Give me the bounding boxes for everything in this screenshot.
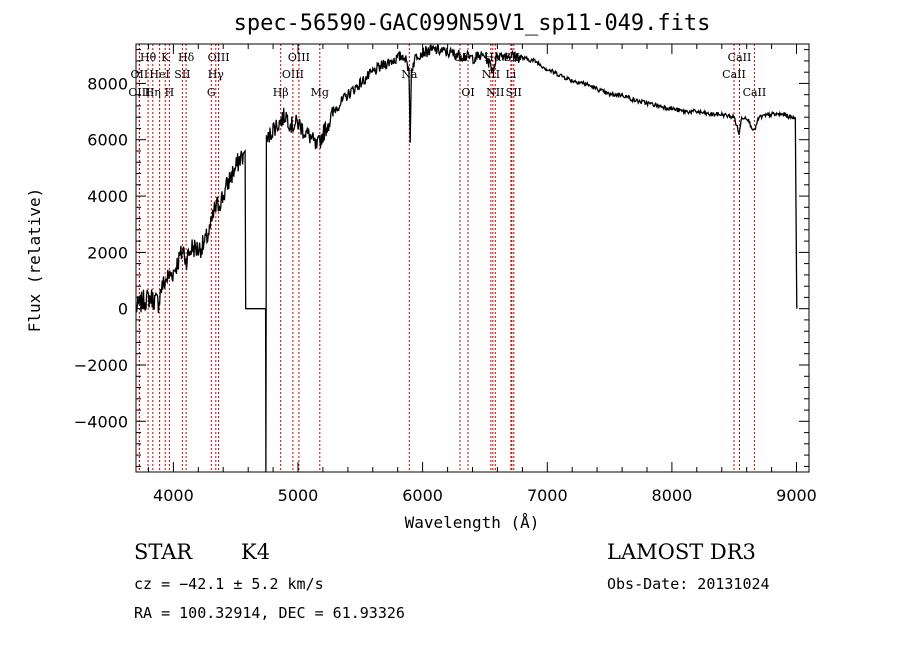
flux-series-line — [135, 43, 798, 473]
observation-date: Obs-Date: 20131024 — [607, 575, 770, 593]
spectral-line-label: Hβ — [273, 86, 289, 99]
y-tick-label: 0 — [118, 300, 128, 319]
object-subclass: K4 — [241, 540, 271, 564]
survey-name: LAMOST DR3 — [607, 540, 756, 564]
coordinates: RA = 100.32914, DEC = 61.93326 — [134, 604, 405, 622]
spectral-line-label: OII — [131, 68, 149, 81]
redshift-velocity: cz = −42.1 ± 5.2 km/s — [134, 575, 324, 593]
y-tick-label: 8000 — [87, 74, 128, 93]
spectral-line-label: H — [165, 86, 175, 99]
spectral-line-label: SII — [506, 86, 522, 99]
spectral-line-label: Mg — [311, 86, 329, 99]
spectral-line-label: Hη — [145, 86, 161, 99]
x-tick-label: 6000 — [402, 486, 443, 505]
spectral-line-label: OIII — [208, 51, 230, 64]
spectral-line-label: OI — [453, 51, 466, 64]
chart-title: spec-56590-GAC099N59V1_sp11-049.fits — [234, 11, 711, 36]
y-tick-label: 6000 — [87, 131, 128, 150]
x-axis-label: Wavelength (Å) — [405, 513, 540, 532]
spectral-line-label: OI — [461, 86, 474, 99]
spectral-line-label: Hδ — [178, 51, 195, 64]
y-axis: −4000 −2000 0 2000 4000 6000 8000 — [74, 49, 809, 467]
x-tick-label: 4000 — [153, 486, 194, 505]
spectral-line-label: Hγ — [208, 68, 225, 81]
object-class: STAR — [134, 540, 193, 564]
spectral-line-label: OIII — [128, 86, 150, 99]
x-tick-label: 5000 — [278, 486, 319, 505]
spectral-line-label: Hθ — [140, 51, 157, 64]
spectral-line-label: SII — [174, 68, 190, 81]
spectral-line-label: Na — [401, 68, 418, 81]
spectral-line-label: OIII — [282, 68, 304, 81]
x-tick-label: 8000 — [652, 486, 693, 505]
spectral-line-label: SII — [504, 51, 520, 64]
x-tick-label: 9000 — [776, 486, 817, 505]
y-tick-label: −4000 — [74, 412, 128, 431]
spectral-line-markers — [138, 44, 755, 472]
x-tick-label: 7000 — [527, 486, 568, 505]
y-tick-label: −2000 — [74, 356, 128, 375]
y-axis-label: Flux (relative) — [25, 188, 44, 333]
spectral-line-label: K — [161, 51, 170, 64]
spectral-line-label: CaII — [722, 68, 746, 81]
spectral-line-label: OIII — [288, 51, 310, 64]
spectral-line-label: HeI — [149, 68, 169, 81]
spectral-line-label: CaII — [743, 86, 767, 99]
spectral-line-label: CaII — [728, 51, 752, 64]
plot-frame — [135, 43, 810, 473]
spectral-line-label: Li — [505, 68, 516, 81]
spectral-line-label: G — [207, 86, 216, 99]
y-tick-label: 2000 — [87, 243, 128, 262]
spectral-line-label: NII — [486, 86, 504, 99]
x-axis: 4000 5000 6000 7000 8000 9000 — [148, 44, 817, 505]
spectral-line-label: NII — [482, 68, 500, 81]
spectral-line-label: Hα — [484, 51, 502, 64]
y-tick-label: 4000 — [87, 187, 128, 206]
